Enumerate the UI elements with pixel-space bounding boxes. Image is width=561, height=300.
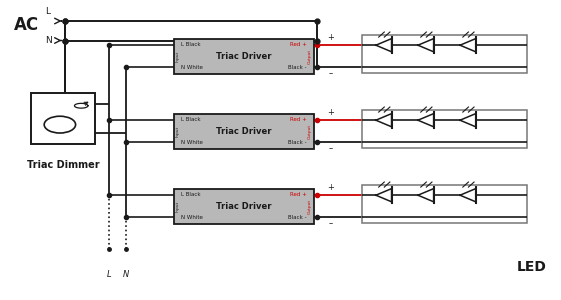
Text: Input: Input: [176, 126, 180, 137]
Text: Black -: Black -: [288, 140, 307, 145]
Text: L Black: L Black: [181, 42, 201, 47]
Bar: [362, 35, 527, 73]
Text: –: –: [329, 69, 333, 78]
Text: –: –: [329, 144, 333, 153]
Text: Black -: Black -: [288, 215, 307, 220]
Text: Red +: Red +: [290, 42, 307, 47]
Bar: [174, 114, 314, 148]
Text: N: N: [123, 270, 130, 279]
Text: +: +: [328, 33, 334, 42]
Text: Output: Output: [308, 124, 312, 139]
Text: Output: Output: [308, 49, 312, 64]
Text: N: N: [45, 36, 52, 45]
Bar: [174, 39, 314, 74]
Text: Triac Driver: Triac Driver: [217, 127, 272, 136]
Text: L Black: L Black: [181, 192, 201, 197]
Text: Red +: Red +: [290, 192, 307, 197]
Text: L: L: [107, 270, 112, 279]
Text: LED: LED: [517, 260, 547, 274]
Text: L Black: L Black: [181, 117, 201, 122]
Text: Triac Driver: Triac Driver: [217, 202, 272, 211]
Bar: [362, 185, 527, 223]
Text: +: +: [328, 183, 334, 192]
Bar: [174, 189, 314, 224]
Text: Input: Input: [176, 51, 180, 62]
Text: Black -: Black -: [288, 65, 307, 70]
Text: AC: AC: [14, 16, 39, 34]
Bar: [31, 93, 95, 144]
Text: +: +: [328, 108, 334, 117]
Text: Triac Dimmer: Triac Dimmer: [27, 160, 99, 170]
Text: Output: Output: [308, 199, 312, 214]
Text: N White: N White: [181, 65, 203, 70]
Text: L: L: [45, 8, 50, 16]
Text: Input: Input: [176, 201, 180, 212]
Text: –: –: [329, 219, 333, 228]
Text: Triac Driver: Triac Driver: [217, 52, 272, 61]
Text: N White: N White: [181, 140, 203, 145]
Bar: [362, 110, 527, 148]
Text: N White: N White: [181, 215, 203, 220]
Text: Red +: Red +: [290, 117, 307, 122]
